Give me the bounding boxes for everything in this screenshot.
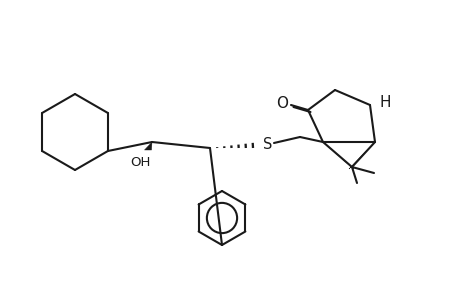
Text: H: H <box>378 94 390 110</box>
Text: O: O <box>275 95 287 110</box>
Polygon shape <box>144 142 151 150</box>
Text: S: S <box>263 136 272 152</box>
Polygon shape <box>348 142 374 169</box>
Polygon shape <box>322 142 353 169</box>
Text: OH: OH <box>129 155 150 169</box>
